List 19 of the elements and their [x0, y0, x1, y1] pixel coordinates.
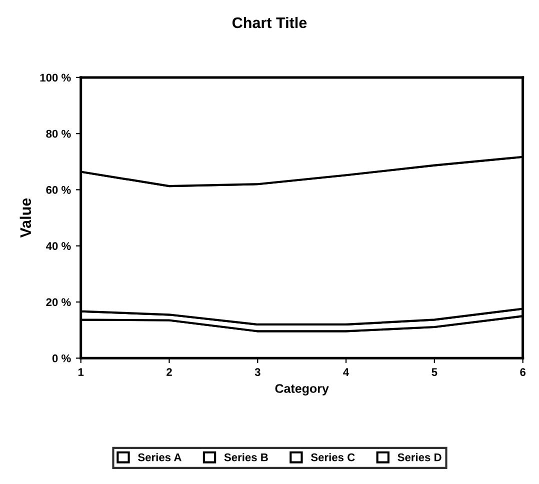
legend-label: Series B	[224, 453, 268, 462]
x-tick-label: 1	[78, 368, 84, 376]
x-tick-label: 4	[343, 368, 350, 376]
legend-label: Series A	[138, 453, 182, 462]
x-axis-title: Category	[275, 384, 329, 396]
y-axis-title: Value	[20, 198, 32, 238]
y-tick-label: 0 %	[52, 354, 71, 362]
y-tick-label: 40 %	[46, 242, 71, 250]
x-tick-label: 3	[254, 368, 260, 376]
x-tick-label: 2	[166, 368, 172, 376]
legend-label: Series D	[398, 453, 442, 462]
y-tick-label: 60 %	[46, 186, 71, 194]
y-tick-label: 100 %	[40, 74, 71, 82]
x-tick-label: 6	[520, 368, 526, 376]
chart-title: Chart Title	[232, 16, 307, 28]
y-tick-label: 20 %	[46, 298, 71, 306]
x-tick-label: 5	[432, 368, 438, 376]
y-tick-label: 80 %	[46, 130, 71, 138]
legend-label: Series C	[310, 453, 355, 462]
